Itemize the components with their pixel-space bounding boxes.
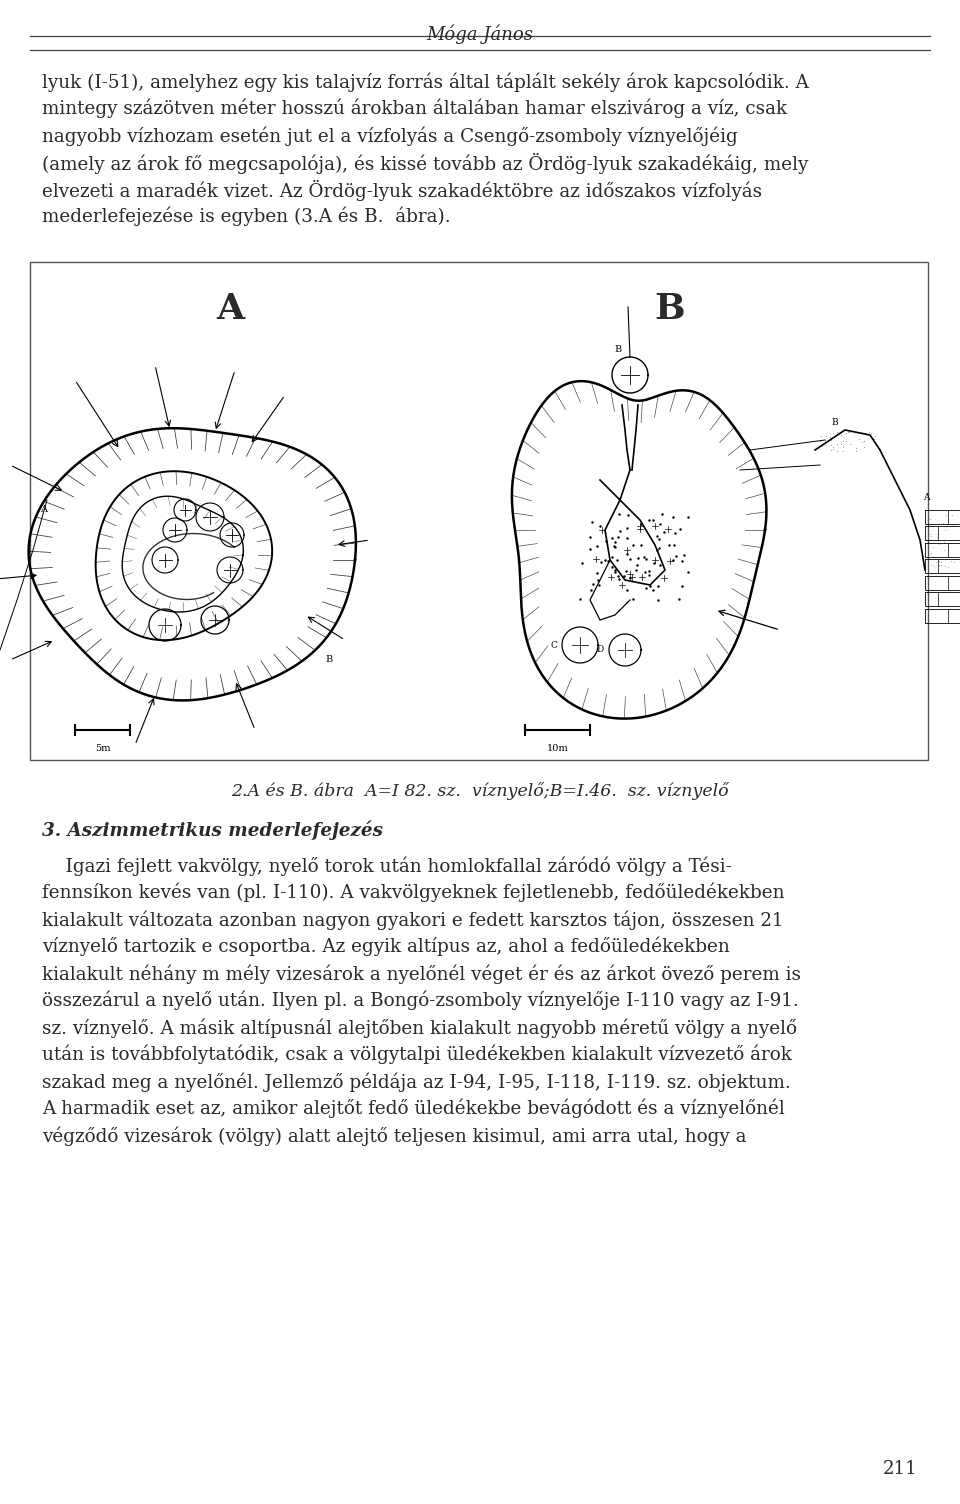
- Text: mederlefejezése is egyben (3.A és B.  ábra).: mederlefejezése is egyben (3.A és B. ábr…: [42, 208, 450, 227]
- Text: A: A: [923, 493, 929, 502]
- Text: lyuk (I-51), amelyhez egy kis talajvíz forrás által táplált sekély árok kapcsoló: lyuk (I-51), amelyhez egy kis talajvíz f…: [42, 72, 809, 92]
- Text: után is továbbfolytatódik, csak a völgytalpi üledékekben kialakult vízvezető áro: után is továbbfolytatódik, csak a völgyt…: [42, 1045, 792, 1065]
- Text: A harmadik eset az, amikor alejtőt fedő üledékekbe bevágódott és a víznyelőnél: A harmadik eset az, amikor alejtőt fedő …: [42, 1099, 784, 1119]
- Text: 10m: 10m: [546, 744, 568, 754]
- Text: B: B: [325, 656, 332, 665]
- Text: összezárul a nyelő után. Ilyen pl. a Bongó-zsomboly víznyelője I-110 vagy az I-9: összezárul a nyelő után. Ilyen pl. a Bon…: [42, 991, 799, 1011]
- Text: szakad meg a nyelőnél. Jellemző példája az I-94, I-95, I-118, I-119. sz. objektu: szakad meg a nyelőnél. Jellemző példája …: [42, 1072, 791, 1092]
- Text: elvezeti a maradék vizet. Az Ördög-lyuk szakadéktöbre az időszakos vízfolyás: elvezeti a maradék vizet. Az Ördög-lyuk …: [42, 180, 762, 202]
- Text: Móga János: Móga János: [426, 24, 534, 44]
- Text: A: A: [216, 292, 244, 326]
- Text: kialakult változata azonban nagyon gyakori e fedett karsztos tájon, összesen 21: kialakult változata azonban nagyon gyako…: [42, 910, 783, 929]
- Text: sz. víznyelő. A másik altípusnál alejtőben kialakult nagyobb méretű völgy a nyel: sz. víznyelő. A másik altípusnál alejtőb…: [42, 1018, 797, 1038]
- Text: 211: 211: [883, 1460, 918, 1478]
- Text: B: B: [831, 418, 838, 427]
- Text: B: B: [614, 344, 622, 353]
- Text: végződő vizesárok (völgy) alatt alejtő teljesen kisimul, ami arra utal, hogy a: végződő vizesárok (völgy) alatt alejtő t…: [42, 1126, 747, 1146]
- Text: A: A: [40, 505, 47, 514]
- Text: Igazi fejlett vakvölgy, nyelő torok után homlokfallal záródó völgy a Tési-: Igazi fejlett vakvölgy, nyelő torok után…: [42, 856, 732, 875]
- Text: 5m: 5m: [95, 744, 110, 754]
- Text: 3. Aszimmetrikus mederlefejezés: 3. Aszimmetrikus mederlefejezés: [42, 820, 383, 839]
- Text: (amely az árok fő megcsapolója), és kissé tovább az Ördög-lyuk szakadékáig, mely: (amely az árok fő megcsapolója), és kiss…: [42, 153, 808, 174]
- Text: C: C: [550, 641, 557, 650]
- Text: kialakult néhány m mély vizesárok a nyelőnél véget ér és az árkot övező perem is: kialakult néhány m mély vizesárok a nyel…: [42, 964, 801, 984]
- Bar: [30, 262, 928, 760]
- Text: B: B: [655, 292, 685, 326]
- Text: mintegy százötven méter hosszú árokban általában hamar elszivárog a víz, csak: mintegy százötven méter hosszú árokban á…: [42, 99, 787, 119]
- Text: víznyelő tartozik e csoportba. Az egyik altípus az, ahol a fedőüledékekben: víznyelő tartozik e csoportba. Az egyik …: [42, 937, 730, 957]
- Text: fennsíkon kevés van (pl. I-110). A vakvölgyeknek fejletlenebb, fedőüledékekben: fennsíkon kevés van (pl. I-110). A vakvö…: [42, 883, 784, 902]
- Text: D: D: [597, 645, 604, 654]
- Text: 2.A és B. ábra  A=I 82. sz.  víznyelő;B=I.46.  sz. víznyelő: 2.A és B. ábra A=I 82. sz. víznyelő;B=I.…: [231, 782, 729, 800]
- Text: nagyobb vízhozam esetén jut el a vízfolyás a Csengő-zsomboly víznyelőjéig: nagyobb vízhozam esetén jut el a vízfoly…: [42, 126, 737, 146]
